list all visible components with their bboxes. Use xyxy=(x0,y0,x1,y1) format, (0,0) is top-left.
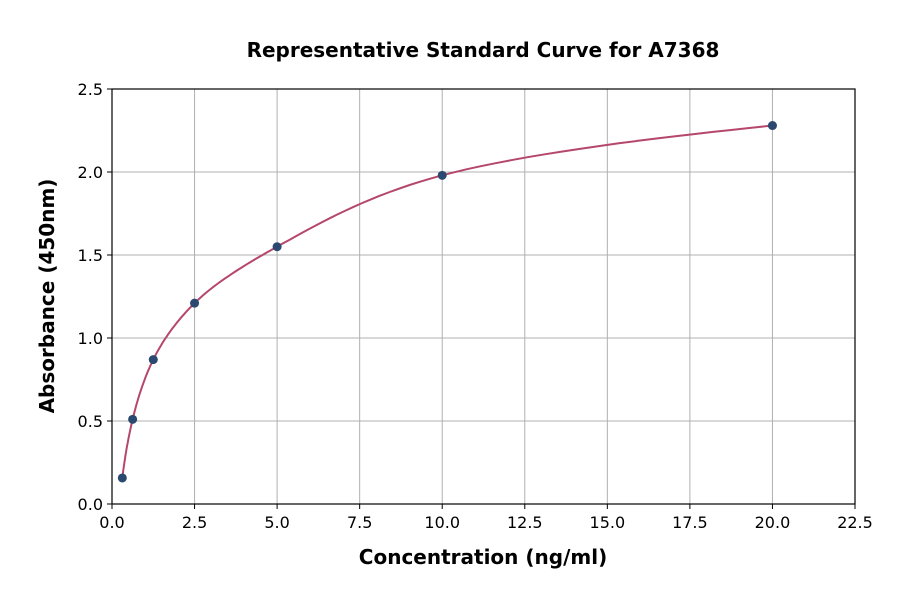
x-tick-label: 10.0 xyxy=(424,513,460,532)
y-axis-ticks: 0.0 0.5 1.0 1.5 2.0 2.5 xyxy=(78,80,112,514)
data-point xyxy=(437,170,447,180)
y-tick-label: 2.5 xyxy=(78,80,103,99)
data-point xyxy=(190,298,200,308)
data-point xyxy=(767,121,777,131)
x-tick-label: 17.5 xyxy=(672,513,708,532)
data-point xyxy=(272,242,282,252)
x-tick-label: 0.0 xyxy=(99,513,124,532)
x-tick-label: 15.0 xyxy=(590,513,626,532)
chart-title: Representative Standard Curve for A7368 xyxy=(247,38,720,62)
x-tick-label: 5.0 xyxy=(264,513,289,532)
x-axis-ticks: 0.0 2.5 5.0 7.5 10.0 12.5 15.0 17.5 20.0 22.5 xyxy=(99,504,873,532)
y-axis-label: Absorbance (450nm) xyxy=(35,179,59,414)
data-point xyxy=(128,414,138,424)
x-axis-label: Concentration (ng/ml) xyxy=(359,545,607,569)
grid xyxy=(111,88,856,505)
y-tick-label: 2.0 xyxy=(78,163,103,182)
x-tick-label: 7.5 xyxy=(347,513,372,532)
fit-curve-line xyxy=(121,124,773,479)
data-point xyxy=(117,473,127,483)
plot-frame xyxy=(111,88,856,505)
y-tick-label: 0.5 xyxy=(78,412,103,431)
data-points xyxy=(117,121,777,483)
data-point xyxy=(148,355,158,365)
y-tick-label: 1.5 xyxy=(78,246,103,265)
x-tick-label: 12.5 xyxy=(507,513,543,532)
y-tick-label: 1.0 xyxy=(78,329,103,348)
x-tick-label: 20.0 xyxy=(755,513,791,532)
x-tick-label: 2.5 xyxy=(182,513,207,532)
fit-curve xyxy=(121,124,773,479)
x-tick-label: 22.5 xyxy=(837,513,873,532)
y-tick-label: 0.0 xyxy=(78,495,103,514)
